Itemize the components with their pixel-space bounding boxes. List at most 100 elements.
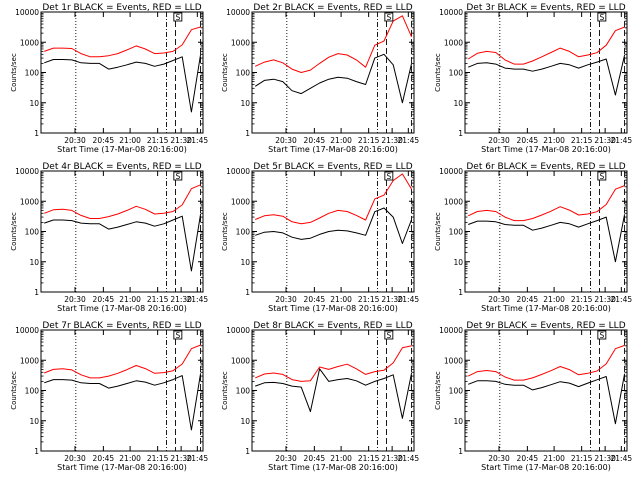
series-line-lld <box>255 173 413 225</box>
x-tick-label: 21:15 <box>571 295 593 304</box>
series-line-events <box>255 368 413 419</box>
y-tick-label: 1 <box>245 129 250 138</box>
y-tick-label: 10000 <box>439 326 463 335</box>
y-tick-label: 1 <box>34 288 39 297</box>
y-tick-label: 1000 <box>231 197 250 206</box>
x-tick-label: 20:30 <box>64 136 86 145</box>
detector-panel: Det 5r BLACK = Events, RED = LLD 1 10 100 10… <box>221 162 419 313</box>
x-tick-label: 21:15 <box>358 454 380 463</box>
x-tick-label: 20:45 <box>93 136 115 145</box>
y-axis-label: Counts/sec <box>221 53 229 92</box>
x-tick-label: 21:15 <box>358 136 380 145</box>
y-tick-label: 10000 <box>15 8 39 17</box>
y-tick-label: 10 <box>240 417 250 426</box>
x-tick-label: 21:30 <box>381 295 403 304</box>
x-tick-label: 21:00 <box>543 295 565 304</box>
series-line-events <box>468 373 626 425</box>
x-tick-label: 21:30 <box>381 454 403 463</box>
panel-title: Det 6r BLACK = Events, RED = LLD <box>466 162 625 172</box>
series-line-lld <box>255 345 412 382</box>
x-tick-label: 21:45 <box>187 136 209 145</box>
x-tick-label: 21:00 <box>330 295 352 304</box>
saa-marker-label: S <box>386 13 391 22</box>
detector-panel: Det 4r BLACK = Events, RED = LLD 1 10 100 10… <box>10 162 208 313</box>
x-tick-label: 21:00 <box>330 454 352 463</box>
y-tick-label: 100 <box>236 228 251 237</box>
x-axis-label: Start Time (17-Mar-08 20:16:00) <box>481 304 611 313</box>
plot-frame <box>251 11 415 134</box>
y-tick-label: 1000 <box>444 356 463 365</box>
y-axis-label: Counts/sec <box>221 371 229 410</box>
x-axis-label: Start Time (17-Mar-08 20:16:00) <box>57 463 187 472</box>
x-axis-label: Start Time (17-Mar-08 20:16:00) <box>481 145 611 154</box>
plot-frame <box>464 329 628 452</box>
y-tick-label: 1000 <box>20 197 39 206</box>
x-tick-label: 21:45 <box>398 454 420 463</box>
x-tick-label: 21:00 <box>119 295 141 304</box>
x-tick-label: 20:30 <box>488 454 510 463</box>
detector-panel: Det 6r BLACK = Events, RED = LLD 1 10 100 10… <box>434 162 632 313</box>
x-axis-label: Start Time (17-Mar-08 20:16:00) <box>268 463 398 472</box>
y-tick-label: 1 <box>458 288 463 297</box>
x-tick-label: 20:45 <box>517 136 539 145</box>
y-tick-label: 1000 <box>20 356 39 365</box>
x-tick-label: 20:30 <box>64 295 86 304</box>
x-tick-label: 21:30 <box>170 295 192 304</box>
y-tick-label: 100 <box>449 228 464 237</box>
x-tick-label: 21:45 <box>398 136 420 145</box>
saa-marker-box <box>384 330 394 340</box>
y-tick-label: 1 <box>34 129 39 138</box>
series-line-lld <box>467 344 625 381</box>
y-axis-label: Counts/sec <box>221 212 229 251</box>
x-tick-label: 21:00 <box>543 136 565 145</box>
y-tick-label: 1000 <box>231 38 250 47</box>
x-axis-label: Start Time (17-Mar-08 20:16:00) <box>57 145 187 154</box>
x-tick-label: 21:00 <box>119 454 141 463</box>
series-line-events <box>44 373 202 431</box>
plot-frame <box>251 329 415 452</box>
panel-title: Det 5r BLACK = Events, RED = LLD <box>253 162 412 172</box>
y-tick-label: 100 <box>236 387 251 396</box>
y-tick-label: 10 <box>240 99 250 108</box>
y-tick-label: 1 <box>458 447 463 456</box>
x-tick-label: 21:00 <box>543 454 565 463</box>
x-tick-label: 21:30 <box>594 295 616 304</box>
saa-marker-box <box>597 12 607 22</box>
x-tick-label: 21:15 <box>147 295 169 304</box>
y-tick-label: 10 <box>240 258 250 267</box>
x-axis-label: Start Time (17-Mar-08 20:16:00) <box>268 145 398 154</box>
saa-marker-label: S <box>386 172 391 181</box>
plot-frame <box>464 11 628 134</box>
x-tick-label: 21:45 <box>187 454 209 463</box>
y-tick-label: 10000 <box>15 167 39 176</box>
detector-panel: Det 8r BLACK = Events, RED = LLD 1 10 100 10… <box>221 321 419 472</box>
x-tick-label: 20:30 <box>488 136 510 145</box>
x-tick-label: 21:00 <box>119 136 141 145</box>
series-line-events <box>468 54 626 96</box>
x-tick-label: 20:30 <box>488 295 510 304</box>
x-tick-label: 20:45 <box>517 295 539 304</box>
series-line-events <box>44 54 202 113</box>
x-tick-label: 21:15 <box>147 454 169 463</box>
y-tick-label: 1 <box>245 447 250 456</box>
series-line-events <box>468 214 626 263</box>
y-tick-label: 100 <box>25 228 40 237</box>
y-tick-label: 100 <box>25 387 40 396</box>
y-axis-label: Counts/sec <box>434 371 442 410</box>
saa-marker-label: S <box>175 13 180 22</box>
series-line-lld <box>44 184 201 219</box>
detector-panel: Det 7r BLACK = Events, RED = LLD 1 10 100 10… <box>10 321 208 472</box>
series-line-lld <box>467 26 625 65</box>
x-tick-label: 20:30 <box>275 136 297 145</box>
plot-frame <box>40 170 204 293</box>
y-axis-label: Counts/sec <box>434 212 442 251</box>
panel-title: Det 3r BLACK = Events, RED = LLD <box>466 3 625 13</box>
series-line-events <box>44 213 202 272</box>
x-tick-label: 20:45 <box>93 454 115 463</box>
saa-marker-box <box>384 171 394 181</box>
x-tick-label: 21:45 <box>398 295 420 304</box>
y-axis-label: Counts/sec <box>10 212 18 251</box>
x-tick-label: 21:00 <box>330 136 352 145</box>
plot-frame <box>464 170 628 293</box>
